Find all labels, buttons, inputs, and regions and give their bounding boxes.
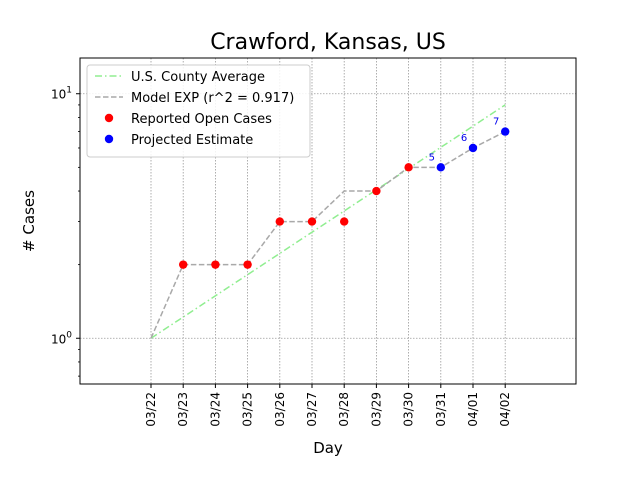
legend-label: U.S. County Average bbox=[131, 70, 265, 85]
legend-box bbox=[86, 64, 311, 158]
data-point-projected-estimate bbox=[468, 143, 478, 153]
series-line-model-exp-r-2-0-917 bbox=[150, 130, 506, 339]
x-tick-label: 03/22 bbox=[144, 392, 158, 427]
legend: U.S. County Average Model EXP (r^2 = 0.91… bbox=[86, 64, 311, 158]
axes: 03/22 03/23 03/24 03/25 03/26 03/27 03/28 03/29… bbox=[51, 86, 512, 427]
point-annotation: 7 bbox=[493, 117, 499, 128]
legend-marker-reported-open-cases bbox=[104, 113, 114, 123]
point-annotation: 6 bbox=[461, 133, 467, 144]
legend-label: Reported Open Cases bbox=[131, 112, 272, 127]
data-point-projected-estimate bbox=[436, 163, 445, 172]
point-annotation: 5 bbox=[429, 152, 435, 163]
x-tick-label: 03/24 bbox=[208, 392, 222, 427]
x-tick-label: 03/25 bbox=[241, 392, 255, 427]
x-tick-label: 03/27 bbox=[305, 392, 319, 427]
x-tick-label: 03/31 bbox=[434, 392, 448, 427]
plot-series: 5 6 7 bbox=[150, 104, 510, 339]
data-point-projected-estimate bbox=[501, 127, 510, 136]
x-tick-label: 03/26 bbox=[273, 392, 287, 427]
data-point-reported-open-cases bbox=[307, 217, 317, 226]
x-tick-label: 03/23 bbox=[176, 392, 190, 427]
x-tick-label: 04/02 bbox=[498, 392, 512, 427]
y-tick-label: 101 bbox=[51, 86, 72, 102]
chart-title: Crawford, Kansas, US bbox=[210, 30, 446, 55]
data-point-reported-open-cases bbox=[372, 186, 381, 196]
series-line-u-s-county-average bbox=[150, 104, 506, 339]
data-point-reported-open-cases bbox=[275, 217, 284, 226]
x-axis-label: Day bbox=[313, 439, 343, 457]
y-axis-label: # Cases bbox=[20, 190, 38, 252]
data-point-reported-open-cases bbox=[211, 260, 220, 269]
legend-label: Model EXP (r^2 = 0.917) bbox=[131, 91, 294, 106]
legend-label: Projected Estimate bbox=[131, 133, 253, 148]
x-tick-label: 04/01 bbox=[466, 392, 480, 427]
x-tick-label: 03/30 bbox=[402, 392, 416, 427]
x-tick-label: 03/29 bbox=[369, 392, 383, 427]
legend-marker-projected-estimate bbox=[104, 134, 114, 144]
x-tick-label: 03/28 bbox=[337, 392, 351, 427]
plot-frame bbox=[79, 57, 577, 385]
data-point-reported-open-cases bbox=[404, 163, 413, 172]
y-tick-label: 100 bbox=[51, 330, 72, 346]
data-point-reported-open-cases bbox=[179, 260, 188, 269]
data-point-reported-open-cases bbox=[340, 217, 349, 226]
data-point-reported-open-cases bbox=[243, 260, 252, 269]
